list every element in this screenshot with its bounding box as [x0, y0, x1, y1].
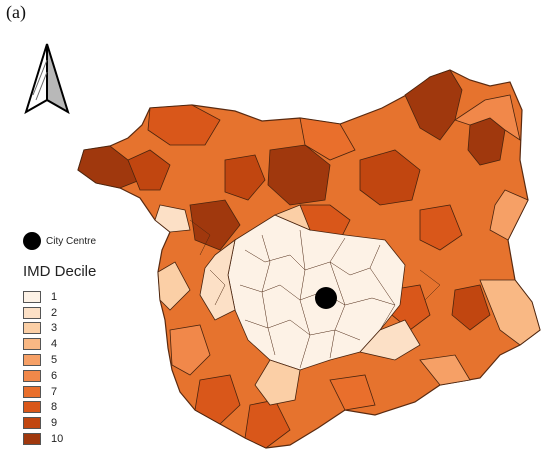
area-decile-9 [359, 149, 421, 206]
legend-label: 8 [51, 401, 58, 414]
legend-item: 3 [23, 321, 63, 337]
legend-swatch [23, 417, 41, 430]
legend-item: 1 [23, 289, 63, 305]
legend-label: 6 [51, 369, 58, 382]
area-decile-5 [419, 354, 471, 386]
area-decile-3 [254, 359, 301, 406]
legend-item: 6 [23, 368, 63, 384]
legend-label: 7 [51, 385, 58, 398]
area-decile-9 [224, 154, 266, 201]
legend-swatch [23, 401, 41, 414]
area-decile-6 [454, 94, 521, 141]
legend-swatch [23, 322, 41, 335]
legend-item: 7 [23, 384, 63, 400]
area-decile-9 [451, 284, 491, 331]
area-decile-2 [199, 239, 236, 321]
legend-label: 3 [51, 322, 58, 335]
area-decile-9 [127, 149, 171, 191]
legend-item: 10 [23, 431, 63, 447]
area-decile-2 [154, 204, 191, 233]
legend-swatch [23, 369, 41, 382]
area-decile-4 [479, 279, 541, 346]
area-decile-8 [194, 374, 241, 425]
legend-label: 9 [51, 417, 58, 430]
legend-label: 10 [51, 433, 64, 446]
legend: 1 2 3 4 5 6 7 8 9 10 [23, 289, 63, 447]
area-decile-10 [404, 69, 463, 141]
legend-swatch [23, 433, 41, 446]
legend-item: 4 [23, 336, 63, 352]
legend-item: 5 [23, 352, 63, 368]
legend-title: IMD Decile [23, 263, 97, 280]
legend-swatch [23, 354, 41, 367]
legend-swatch [23, 338, 41, 351]
legend-label: 4 [51, 338, 58, 351]
ward-boundaries [189, 219, 441, 369]
panel-label: (a) [6, 2, 26, 22]
area-decile-3 [273, 204, 311, 231]
legend-item: 9 [23, 415, 63, 431]
legend-swatch [23, 306, 41, 319]
area-decile-5 [489, 189, 529, 241]
legend-item: 8 [23, 400, 63, 416]
area-decile-8 [147, 104, 221, 146]
legend-label: 2 [51, 306, 58, 319]
area-decile-2 [359, 319, 421, 361]
city-centre-legend-label: City Centre [46, 236, 97, 247]
north-arrow-icon [24, 43, 70, 115]
legend-label: 5 [51, 354, 58, 367]
area-decile-9 [189, 199, 241, 251]
legend-swatch [23, 290, 41, 303]
area-decile-7 [329, 374, 376, 411]
area-decile-8 [419, 204, 463, 251]
legend-item: 2 [23, 305, 63, 321]
area-decile-7 [299, 117, 356, 161]
legend-swatch [23, 385, 41, 398]
area-decile-3 [157, 261, 191, 311]
city-centre-legend-icon [23, 232, 41, 250]
area-decile-6 [169, 324, 211, 376]
city-centre-marker [315, 287, 337, 309]
legend-label: 1 [51, 290, 58, 303]
